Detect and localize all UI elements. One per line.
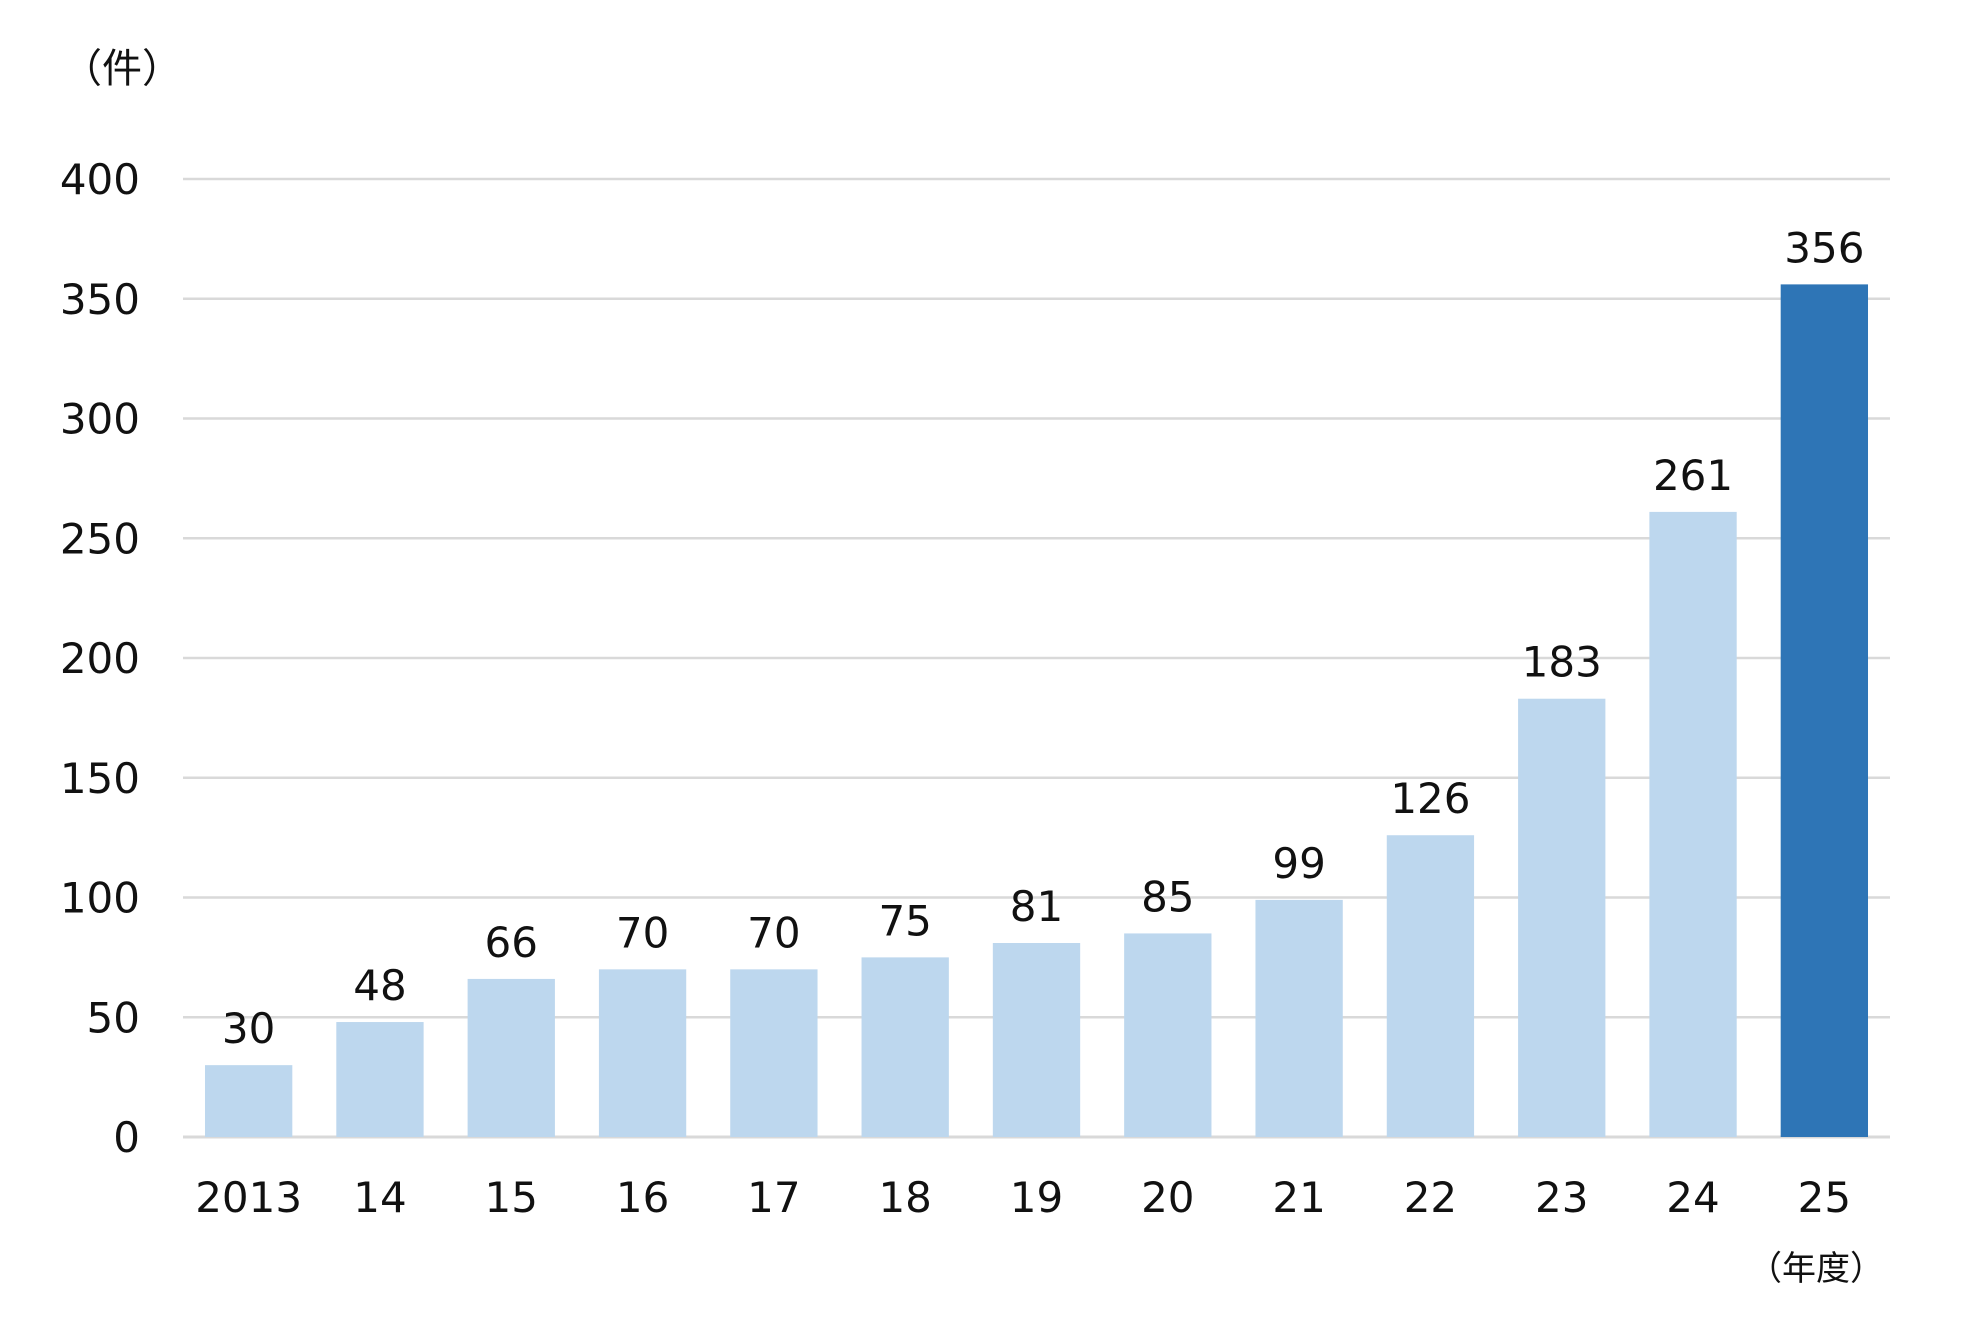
bars xyxy=(204,284,1869,1137)
bar xyxy=(598,969,687,1137)
bar xyxy=(992,943,1081,1137)
y-unit-label: （件） xyxy=(62,46,182,92)
y-tick-label: 200 xyxy=(60,634,140,683)
x-tick-label: 21 xyxy=(1272,1173,1325,1222)
x-tick-label: 17 xyxy=(747,1173,800,1222)
x-axis-ticks: 2013 14 15 16 17 18 19 20 21 22 23 24 25 xyxy=(195,1173,1851,1222)
y-tick-label: 100 xyxy=(60,874,140,923)
y-tick-label: 300 xyxy=(60,395,140,444)
y-tick-label: 50 xyxy=(87,993,140,1042)
bar xyxy=(1255,899,1343,1137)
data-label: 183 xyxy=(1522,638,1602,687)
data-label: 126 xyxy=(1390,774,1470,823)
x-tick-label: 14 xyxy=(353,1173,406,1222)
data-label: 48 xyxy=(353,961,406,1010)
x-tick-label: 22 xyxy=(1404,1173,1457,1222)
y-tick-label: 0 xyxy=(113,1113,140,1162)
x-tick-label: 18 xyxy=(878,1173,931,1222)
data-label: 70 xyxy=(616,908,669,957)
bar xyxy=(336,1022,424,1137)
y-axis-ticks: 0 50 100 150 200 250 300 350 400 xyxy=(60,155,140,1162)
x-tick-label: 23 xyxy=(1535,1173,1588,1222)
x-tick-label: 24 xyxy=(1666,1173,1719,1222)
x-tick-label: 15 xyxy=(485,1173,538,1222)
data-label: 70 xyxy=(747,908,800,957)
x-tick-label: 2013 xyxy=(195,1173,302,1222)
x-unit-label: （年度） xyxy=(1748,1249,1884,1289)
x-tick-label: 19 xyxy=(1010,1173,1063,1222)
y-tick-label: 250 xyxy=(60,514,140,563)
data-label: 81 xyxy=(1010,882,1063,931)
data-label: 356 xyxy=(1784,223,1864,272)
data-label: 85 xyxy=(1141,872,1194,921)
data-label: 30 xyxy=(222,1004,275,1053)
data-label: 99 xyxy=(1272,839,1325,888)
bar xyxy=(204,1065,293,1137)
gridlines xyxy=(183,177,1890,1139)
bar xyxy=(1649,511,1737,1137)
data-labels: 30 48 66 70 70 75 81 85 99 126 183 261 356 xyxy=(222,223,1865,1053)
data-label: 261 xyxy=(1653,451,1733,500)
x-tick-label: 25 xyxy=(1798,1173,1851,1222)
x-tick-label: 16 xyxy=(616,1173,669,1222)
x-tick-label: 20 xyxy=(1141,1173,1194,1222)
bar xyxy=(467,978,555,1137)
y-tick-label: 400 xyxy=(60,155,140,204)
bar xyxy=(861,957,949,1137)
bar xyxy=(1124,933,1212,1137)
y-tick-label: 150 xyxy=(60,754,140,803)
data-label: 66 xyxy=(485,918,538,967)
bar xyxy=(1780,284,1869,1137)
data-label: 75 xyxy=(878,896,931,945)
bar xyxy=(730,969,818,1137)
y-tick-label: 350 xyxy=(60,275,140,324)
bar xyxy=(1518,698,1606,1137)
bar xyxy=(1386,835,1475,1137)
